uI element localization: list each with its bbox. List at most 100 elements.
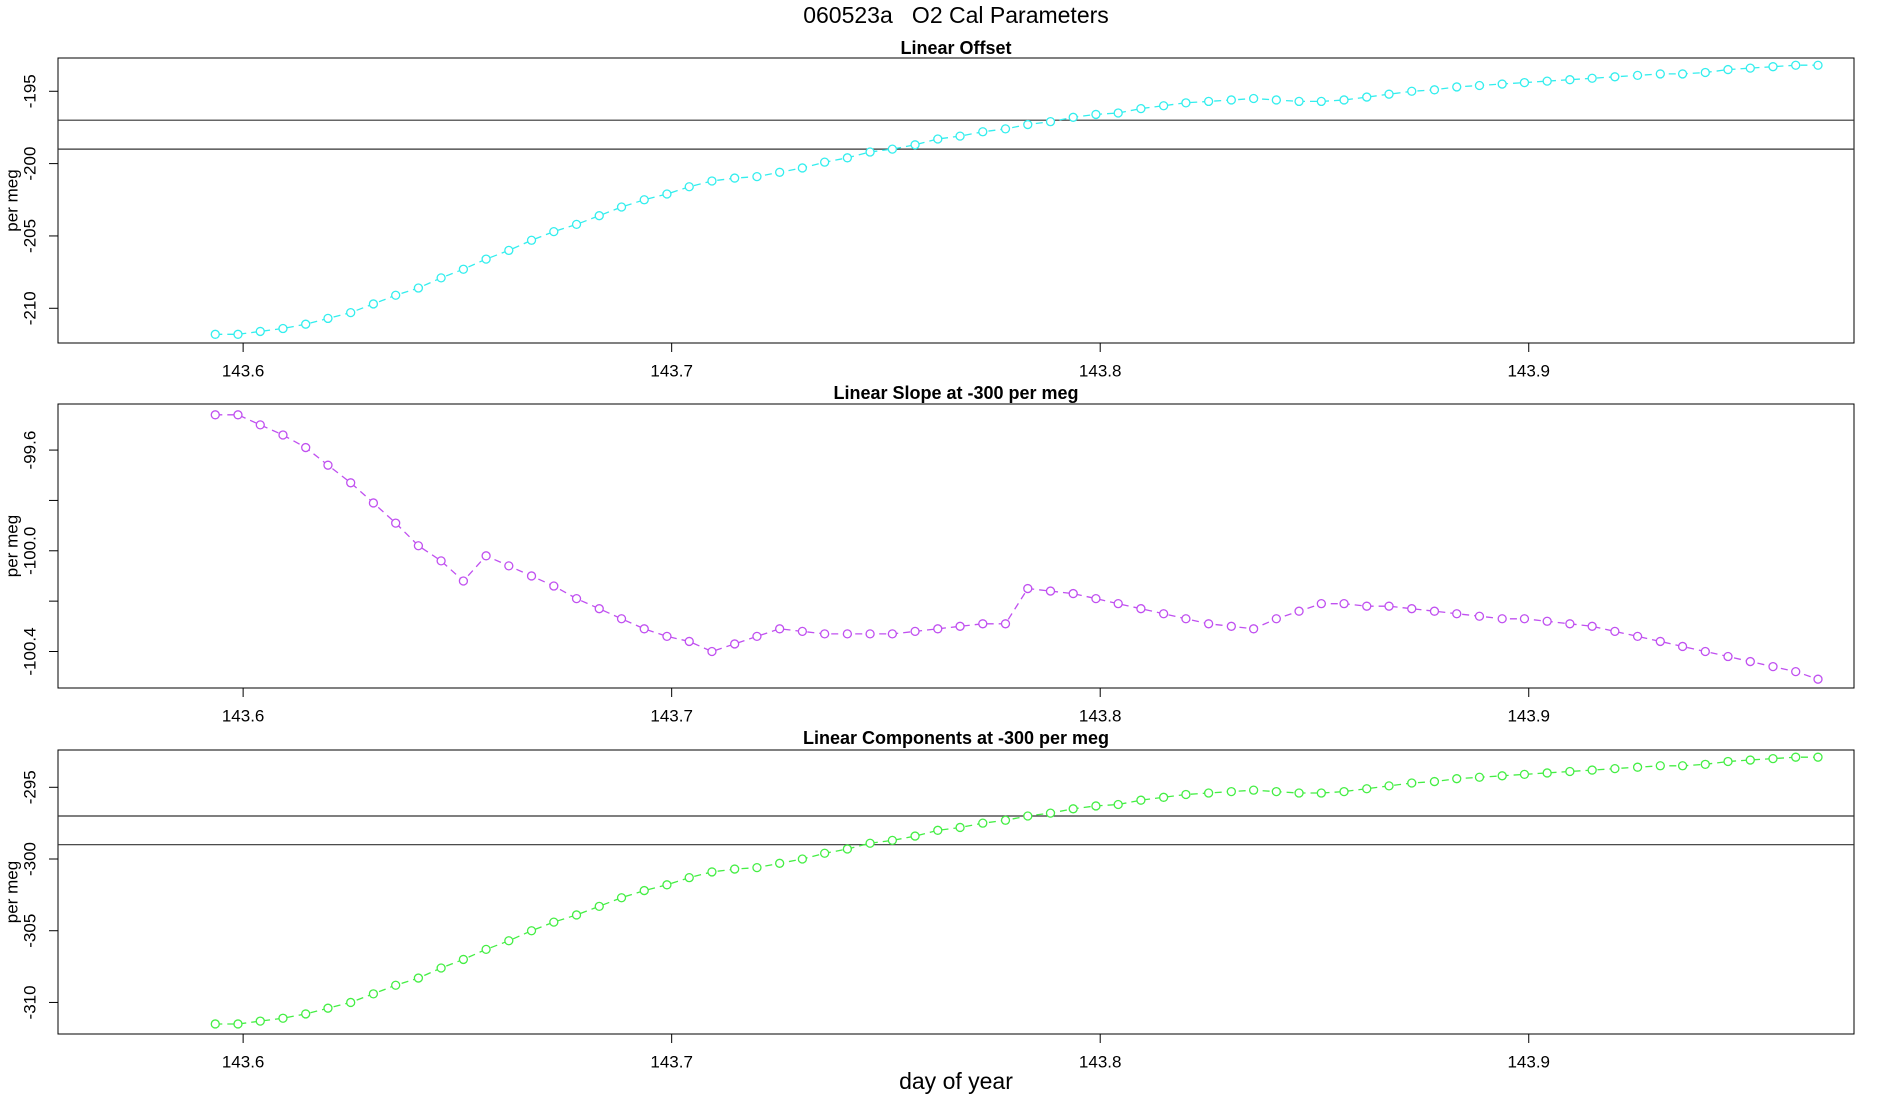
- data-point: [797, 854, 808, 864]
- data-line: [215, 64, 1818, 335]
- data-point: [1158, 101, 1169, 111]
- data-point: [933, 134, 943, 144]
- data-point: [639, 624, 649, 634]
- data-point: [1429, 85, 1440, 95]
- data-point: [1045, 808, 1056, 818]
- data-line: [215, 414, 1819, 680]
- data-point: [571, 219, 582, 230]
- data-point: [684, 636, 694, 647]
- y-axis-label: per meg: [2, 861, 21, 923]
- data-point: [278, 1013, 288, 1023]
- data-point: [1768, 753, 1778, 764]
- x-tick-label: 143.7: [650, 706, 693, 725]
- data-point: [1723, 651, 1733, 662]
- data-point: [210, 410, 220, 420]
- data-point: [210, 1019, 220, 1029]
- data-point: [1632, 631, 1643, 642]
- data-point: [1407, 778, 1417, 788]
- data-point: [1768, 62, 1778, 72]
- data-point: [1497, 771, 1507, 781]
- data-point: [301, 319, 311, 329]
- data-point: [887, 629, 898, 639]
- y-axis-label: per meg: [2, 515, 21, 577]
- data-point: [594, 901, 604, 911]
- data-point: [775, 167, 785, 177]
- data-point: [752, 631, 762, 642]
- data-point: [1203, 96, 1214, 107]
- data-point: [1384, 781, 1394, 791]
- data-point: [323, 460, 333, 470]
- data-point: [1136, 103, 1146, 114]
- data-point: [255, 326, 265, 337]
- data-point: [413, 973, 424, 983]
- data-point: [1452, 609, 1462, 619]
- data-point: [1700, 67, 1710, 78]
- data-point: [1091, 593, 1101, 604]
- data-point: [1384, 601, 1394, 611]
- data-point: [1248, 624, 1259, 634]
- data-point: [1339, 95, 1349, 105]
- data-point: [1452, 774, 1462, 784]
- data-point: [1610, 763, 1620, 774]
- data-point: [662, 880, 672, 890]
- data-point: [1745, 656, 1755, 667]
- data-point: [775, 624, 785, 634]
- data-point: [616, 893, 627, 903]
- data-point: [1362, 784, 1372, 794]
- plot-frame: [57, 403, 1855, 689]
- data-point: [210, 329, 220, 339]
- data-point: [1045, 586, 1056, 596]
- data-point: [526, 926, 537, 936]
- data-point: [1474, 80, 1485, 91]
- data-point: [775, 858, 785, 868]
- data-point: [1610, 72, 1620, 82]
- data-point: [1316, 599, 1326, 609]
- data-point: [1791, 752, 1801, 762]
- data-point: [752, 171, 762, 182]
- x-axis-label: day of year: [899, 1068, 1013, 1094]
- x-tick-label: 143.9: [1507, 1052, 1550, 1071]
- data-point: [1587, 621, 1597, 631]
- data-point: [458, 264, 469, 274]
- data-point: [955, 131, 965, 141]
- data-point: [1181, 789, 1191, 800]
- data-point: [820, 157, 830, 167]
- data-point: [1813, 752, 1823, 762]
- data-point: [233, 329, 243, 339]
- data-point: [865, 629, 875, 639]
- data-point: [368, 989, 379, 999]
- data-point: [616, 614, 627, 624]
- data-point: [1294, 606, 1304, 616]
- data-point: [255, 420, 265, 430]
- data-point: [504, 561, 514, 571]
- x-tick-label: 143.6: [222, 361, 265, 380]
- y-tick-label: -295: [20, 770, 39, 804]
- data-point: [1384, 89, 1394, 99]
- data-point: [1632, 70, 1643, 81]
- data-point: [549, 226, 559, 237]
- data-point: [1339, 786, 1349, 797]
- data-point: [865, 838, 875, 848]
- data-point: [1768, 661, 1778, 672]
- data-point: [323, 1003, 333, 1013]
- panel-title: Linear Offset: [900, 38, 1011, 58]
- data-point: [481, 551, 491, 561]
- data-point: [436, 963, 446, 973]
- data-point: [526, 571, 537, 581]
- data-point: [1271, 786, 1281, 797]
- data-point: [1565, 619, 1575, 629]
- data-point: [1587, 765, 1597, 775]
- data-point: [1565, 75, 1575, 85]
- data-point: [1474, 611, 1485, 621]
- data-point: [1023, 583, 1033, 594]
- data-point: [1226, 95, 1236, 105]
- data-point: [978, 818, 988, 828]
- data-point: [301, 1009, 311, 1019]
- data-point: [1519, 77, 1530, 88]
- y-axis-label: per meg: [2, 169, 21, 231]
- x-tick-label: 143.9: [1507, 361, 1550, 380]
- data-point: [346, 307, 356, 318]
- data-point: [1226, 621, 1236, 631]
- data-point: [1791, 666, 1801, 677]
- data-point: [865, 147, 875, 157]
